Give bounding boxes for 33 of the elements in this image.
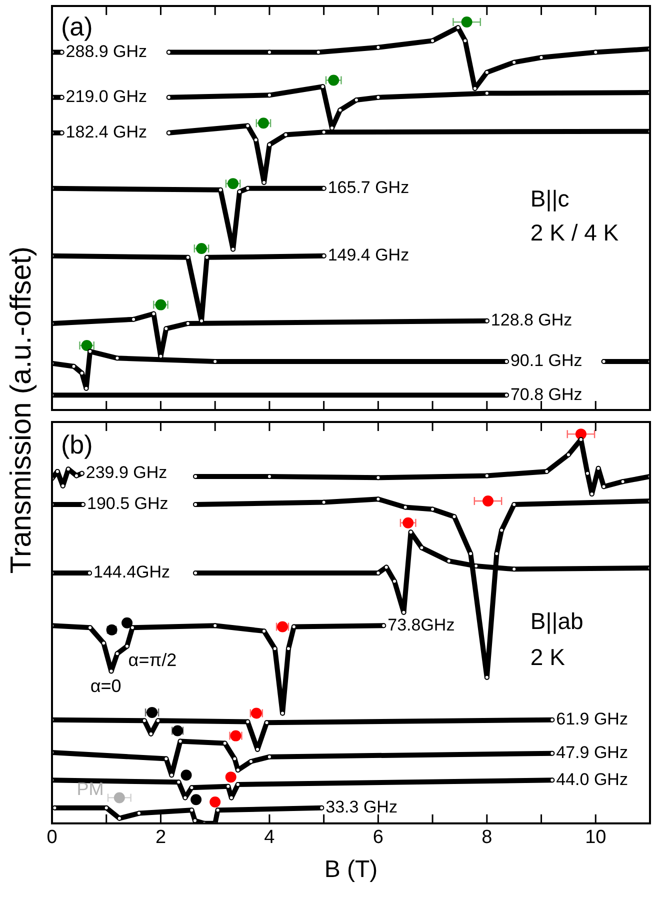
series-label: 144.4GHz: [94, 562, 170, 582]
series-label: 61.9 GHz: [556, 710, 628, 729]
x-tick-label: 8: [482, 827, 492, 848]
annotation: 2 K: [530, 644, 566, 670]
annotation: 2 K / 4 K: [530, 220, 620, 246]
annotation: (a): [60, 11, 93, 42]
x-axis-title: B (T): [324, 856, 378, 884]
y-axis-title: Transmission (a.u.-offset): [6, 246, 38, 574]
series-label: 128.8 GHz: [490, 310, 572, 330]
annotation: B||ab: [530, 608, 584, 634]
series-label: 288.9 GHz: [66, 42, 148, 61]
series-label: 190.5 GHz: [86, 494, 168, 514]
x-tick-label: 4: [264, 827, 276, 848]
series-label: 239.9 GHz: [86, 463, 168, 482]
annotation: PM: [76, 779, 104, 800]
annotation: α=0: [90, 676, 122, 696]
x-tick-label: 0: [46, 827, 58, 848]
series-label: 44.0 GHz: [556, 770, 628, 789]
series-label: 33.3 GHz: [326, 798, 398, 817]
series-label: 182.4 GHz: [66, 122, 148, 142]
x-tick-label: 6: [372, 827, 384, 848]
series-label: 165.7 GHz: [328, 178, 410, 198]
x-tick-label: 10: [585, 827, 606, 848]
annotation: B||c: [530, 185, 570, 212]
series-label: 73.8GHz: [388, 615, 455, 634]
series-label: 149.4 GHz: [328, 246, 410, 265]
series-label: 90.1 GHz: [510, 351, 582, 370]
legend-label: 70.8 GHz: [510, 384, 582, 404]
annotation: (b): [60, 429, 93, 460]
x-tick-label: 2: [155, 827, 166, 848]
annotation: α=π/2: [128, 650, 177, 670]
series-label: 219.0 GHz: [66, 87, 148, 106]
series-label: 47.9 GHz: [556, 743, 628, 762]
